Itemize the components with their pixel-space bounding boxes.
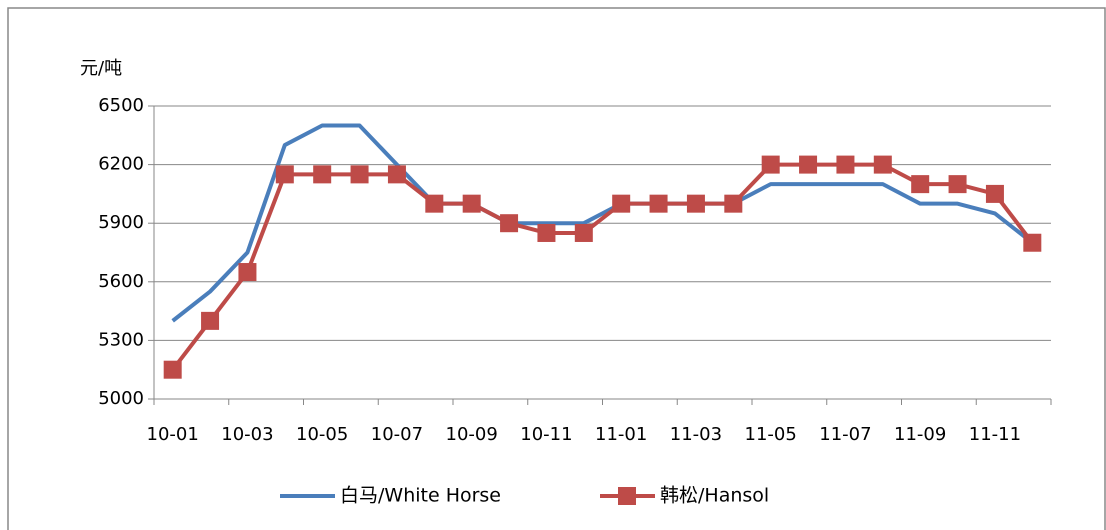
point-marker <box>799 155 818 174</box>
series-line <box>171 123 1034 323</box>
point-marker <box>911 175 930 194</box>
x-tick-label: 10-09 <box>446 424 498 445</box>
point-marker <box>425 194 444 213</box>
point-marker <box>500 214 519 233</box>
y-tick-label: 5900 <box>98 212 144 233</box>
chart-border <box>7 7 1106 530</box>
point-marker <box>724 194 743 213</box>
point-marker <box>612 194 631 213</box>
x-tick-label: 11-07 <box>819 424 871 445</box>
x-tick-label: 10-11 <box>520 424 572 445</box>
y-tick-label: 5600 <box>98 271 144 292</box>
x-tick-label: 10-03 <box>221 424 273 445</box>
y-axis-label: 元/吨 <box>80 58 122 79</box>
point-marker <box>985 184 1004 203</box>
y-tick-label: 5300 <box>98 329 144 350</box>
legend-label: 白马/White Horse <box>340 485 501 507</box>
point-marker <box>387 165 406 184</box>
legend-label: 韩松/Hansol <box>660 485 769 507</box>
x-tick-label: 11-01 <box>595 424 647 445</box>
point-marker <box>462 194 481 213</box>
x-tick-label: 10-07 <box>371 424 423 445</box>
point-marker <box>686 194 705 213</box>
point-marker <box>873 155 892 174</box>
y-tick-label: 6500 <box>98 95 144 116</box>
point-marker <box>350 165 369 184</box>
legend-marker <box>618 487 636 505</box>
x-tick-label: 11-05 <box>745 424 797 445</box>
point-marker <box>537 223 556 242</box>
point-marker <box>574 223 593 242</box>
point-marker <box>761 155 780 174</box>
point-marker <box>275 165 294 184</box>
point-marker <box>948 175 967 194</box>
x-tick-label: 11-11 <box>969 424 1021 445</box>
x-tick-label: 11-03 <box>670 424 722 445</box>
y-tick-label: 5000 <box>98 388 144 409</box>
point-marker <box>238 263 257 282</box>
point-marker <box>1023 233 1042 252</box>
x-tick-label: 11-09 <box>894 424 946 445</box>
x-tick-label: 10-01 <box>147 424 199 445</box>
legend: 白马/White Horse 韩松/Hansol <box>280 485 769 507</box>
point-marker <box>649 194 668 213</box>
point-marker <box>313 165 332 184</box>
x-tick-label: 10-05 <box>296 424 348 445</box>
point-marker <box>163 360 182 379</box>
point-marker <box>836 155 855 174</box>
point-marker <box>201 311 220 330</box>
y-tick-label: 6200 <box>98 154 144 175</box>
